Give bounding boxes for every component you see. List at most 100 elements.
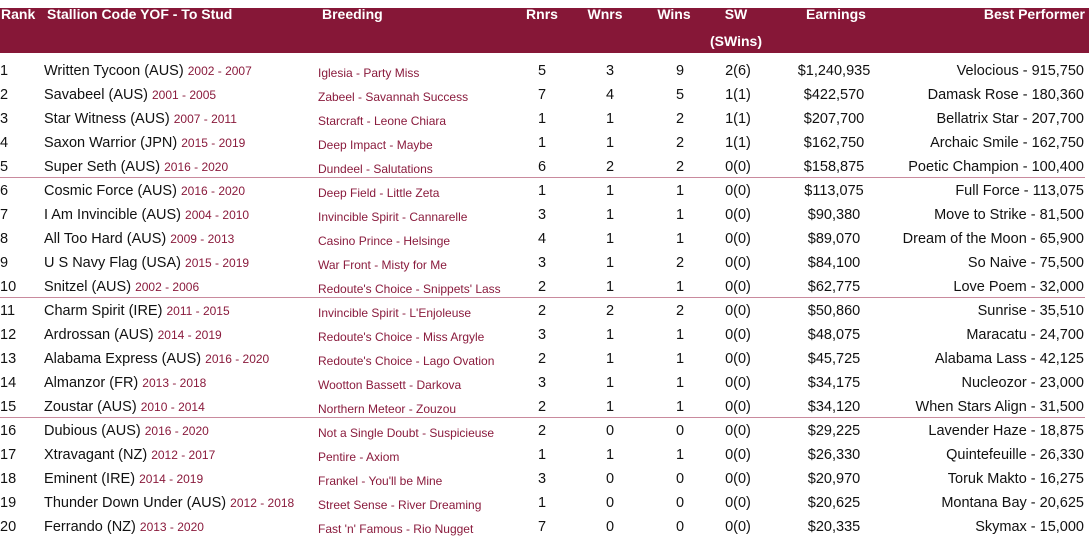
wins: 2	[675, 255, 685, 271]
table-row: 11 Charm Spirit (IRE) 2011 - 2015 Invincib…	[0, 298, 1089, 322]
breeding: Pentire - Axiom	[318, 450, 400, 464]
stallion-years: 2014 - 2019	[139, 472, 204, 486]
earnings: $34,120	[807, 399, 861, 415]
earnings: $158,875	[803, 159, 865, 175]
stakes-wins: 0(0)	[725, 303, 751, 319]
header-rnrs: Rnrs	[526, 6, 558, 22]
table-row: 20 Ferrando (NZ) 2013 - 2020 Fast 'n' Famo…	[0, 514, 1089, 538]
runners: 2	[537, 351, 547, 367]
best-performer: Toruk Makto - 16,275	[947, 471, 1084, 487]
table-row: 2 Savabeel (AUS) 2001 - 2005 Zabeel - Sava…	[0, 82, 1089, 106]
breeding: Starcraft - Leone Chiara	[318, 114, 447, 128]
stallion-years: 2002 - 2007	[187, 64, 252, 78]
winners: 1	[605, 207, 615, 223]
rank: 12	[0, 327, 17, 343]
stallion-cell: All Too Hard (AUS) 2009 - 2013	[44, 231, 234, 247]
rank: 9	[0, 255, 9, 271]
rank: 11	[0, 303, 16, 319]
earnings: $20,335	[807, 519, 861, 535]
stakes-wins: 1(1)	[725, 135, 751, 151]
winners: 1	[605, 327, 615, 343]
stallion-cell: Charm Spirit (IRE) 2011 - 2015	[44, 303, 230, 319]
runners: 3	[537, 375, 547, 391]
breeding: Northern Meteor - Zouzou	[318, 402, 457, 416]
stallion-name: Saxon Warrior (JPN)	[44, 135, 178, 151]
winners: 1	[605, 447, 615, 463]
best-performer: Poetic Champion - 100,400	[908, 159, 1084, 175]
winners: 1	[605, 231, 615, 247]
earnings: $29,225	[807, 423, 861, 439]
stallion-years: 2002 - 2006	[135, 280, 200, 294]
table-row: 17 Xtravagant (NZ) 2012 - 2017 Pentire - A…	[0, 442, 1089, 466]
breeding: Casino Prince - Helsinge	[318, 234, 451, 248]
stakes-wins: 0(0)	[725, 471, 751, 487]
wins: 2	[675, 135, 685, 151]
table-header: Rank Stallion Code YOF - To Stud Breedin…	[0, 6, 1089, 53]
stakes-wins: 0(0)	[725, 159, 751, 175]
stallion-name: All Too Hard (AUS)	[44, 231, 167, 247]
winners: 3	[605, 63, 615, 79]
earnings: $20,625	[807, 495, 861, 511]
table-row: 16 Dubious (AUS) 2016 - 2020 Not a Single …	[0, 418, 1089, 442]
winners: 4	[605, 87, 615, 103]
earnings: $45,725	[807, 351, 861, 367]
breeding: Not a Single Doubt - Suspicieuse	[318, 426, 495, 440]
stallion-name: Super Seth (AUS)	[44, 159, 161, 175]
best-performer: Love Poem - 32,000	[953, 279, 1084, 295]
winners: 1	[605, 111, 615, 127]
best-performer: Montana Bay - 20,625	[941, 495, 1084, 511]
stallion-years: 2013 - 2018	[142, 376, 207, 390]
stakes-wins: 0(0)	[725, 351, 751, 367]
breeding: Dundeel - Salutations	[318, 162, 433, 176]
header-wnrs: Wnrs	[587, 6, 623, 22]
runners: 1	[537, 135, 547, 151]
wins: 1	[675, 207, 685, 223]
runners: 3	[537, 471, 547, 487]
winners: 0	[605, 495, 615, 511]
stallion-name: Eminent (IRE)	[44, 471, 136, 487]
runners: 1	[537, 495, 547, 511]
earnings: $34,175	[807, 375, 861, 391]
rank: 17	[0, 447, 17, 463]
stallion-years: 2012 - 2018	[230, 496, 295, 510]
stallion-name: U S Navy Flag (USA)	[44, 255, 181, 271]
table-row: 15 Zoustar (AUS) 2010 - 2014 Northern Mete…	[0, 394, 1089, 418]
winners: 0	[605, 423, 615, 439]
wins: 2	[675, 159, 685, 175]
runners: 7	[537, 87, 547, 103]
stallion-years: 2009 - 2013	[170, 232, 235, 246]
wins: 1	[675, 447, 685, 463]
stallion-cell: Xtravagant (NZ) 2012 - 2017	[44, 447, 215, 463]
runners: 2	[537, 279, 547, 295]
stallion-cell: Dubious (AUS) 2016 - 2020	[44, 423, 209, 439]
best-performer: Quintefeuille - 26,330	[946, 447, 1084, 463]
header-wins: Wins	[657, 6, 691, 22]
stakes-wins: 0(0)	[725, 255, 751, 271]
earnings: $1,240,935	[797, 63, 871, 79]
best-performer: Velocious - 915,750	[956, 63, 1084, 79]
breeding: Frankel - You'll be Mine	[318, 474, 443, 488]
earnings: $84,100	[807, 255, 861, 271]
earnings: $26,330	[807, 447, 861, 463]
stallion-cell: Alabama Express (AUS) 2016 - 2020	[44, 351, 269, 367]
stallion-years: 2007 - 2011	[173, 112, 237, 126]
stallion-name: Zoustar (AUS)	[44, 399, 137, 415]
best-performer: Alabama Lass - 42,125	[934, 351, 1084, 367]
table-row: 14 Almanzor (FR) 2013 - 2018 Wootton Basse…	[0, 370, 1089, 394]
earnings: $207,700	[803, 111, 865, 127]
rank: 16	[0, 423, 17, 439]
breeding: Wootton Bassett - Darkova	[318, 378, 462, 392]
best-performer: So Naive - 75,500	[967, 255, 1084, 271]
runners: 5	[537, 63, 547, 79]
stallion-years: 2015 - 2019	[185, 256, 250, 270]
table-row: 4 Saxon Warrior (JPN) 2015 - 2019 Deep Imp…	[0, 130, 1089, 154]
stallion-cell: Ferrando (NZ) 2013 - 2020	[44, 519, 204, 535]
runners: 2	[537, 303, 547, 319]
earnings: $62,775	[807, 279, 861, 295]
rank: 10	[0, 279, 17, 295]
rank: 6	[0, 183, 9, 199]
stallion-name: Xtravagant (NZ)	[44, 447, 148, 463]
stakes-wins: 0(0)	[725, 375, 751, 391]
stallion-cell: Super Seth (AUS) 2016 - 2020	[44, 159, 228, 175]
stallion-cell: U S Navy Flag (USA) 2015 - 2019	[44, 255, 249, 271]
